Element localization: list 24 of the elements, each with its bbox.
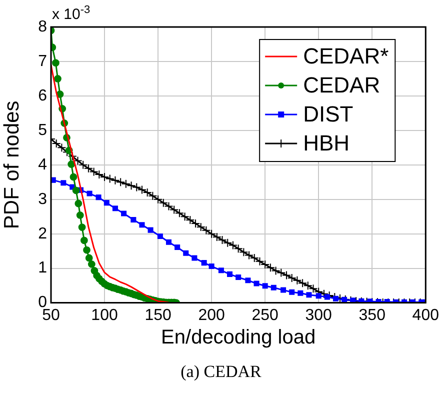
y-tick-label: 3 (38, 190, 48, 208)
y-tick-label: 7 (38, 52, 48, 70)
x-axis-title: En/decoding load (161, 326, 316, 349)
x-tick-label: 250 (252, 306, 279, 324)
text: (a) CEDAR (180, 362, 262, 382)
x-tick-label: 150 (144, 306, 172, 324)
x-tick-label: 300 (305, 306, 332, 324)
x-tick-label: 200 (198, 306, 226, 324)
x-tick-label: 350 (358, 306, 386, 324)
legend-label: DIST (303, 102, 354, 127)
text: x 10$^{-3}$ (52, 4, 90, 23)
x-tick-label: 50 (42, 306, 60, 324)
y-tick-label: 8 (38, 18, 48, 36)
x-tick-label: 400 (412, 306, 440, 324)
legend-label: CEDAR (303, 72, 380, 98)
y-axis-title: PDF of nodes (0, 100, 24, 230)
y-tick-label: 1 (38, 260, 48, 277)
legend-label: CEDAR* (303, 44, 390, 69)
legend-label: HBH (303, 130, 350, 156)
y-tick-label: 5 (38, 122, 48, 139)
y-tick-label: 6 (38, 87, 48, 104)
y-tick-label: 4 (38, 156, 48, 174)
y-tick-label: 2 (38, 225, 48, 242)
x-tick-label: 100 (91, 306, 118, 324)
